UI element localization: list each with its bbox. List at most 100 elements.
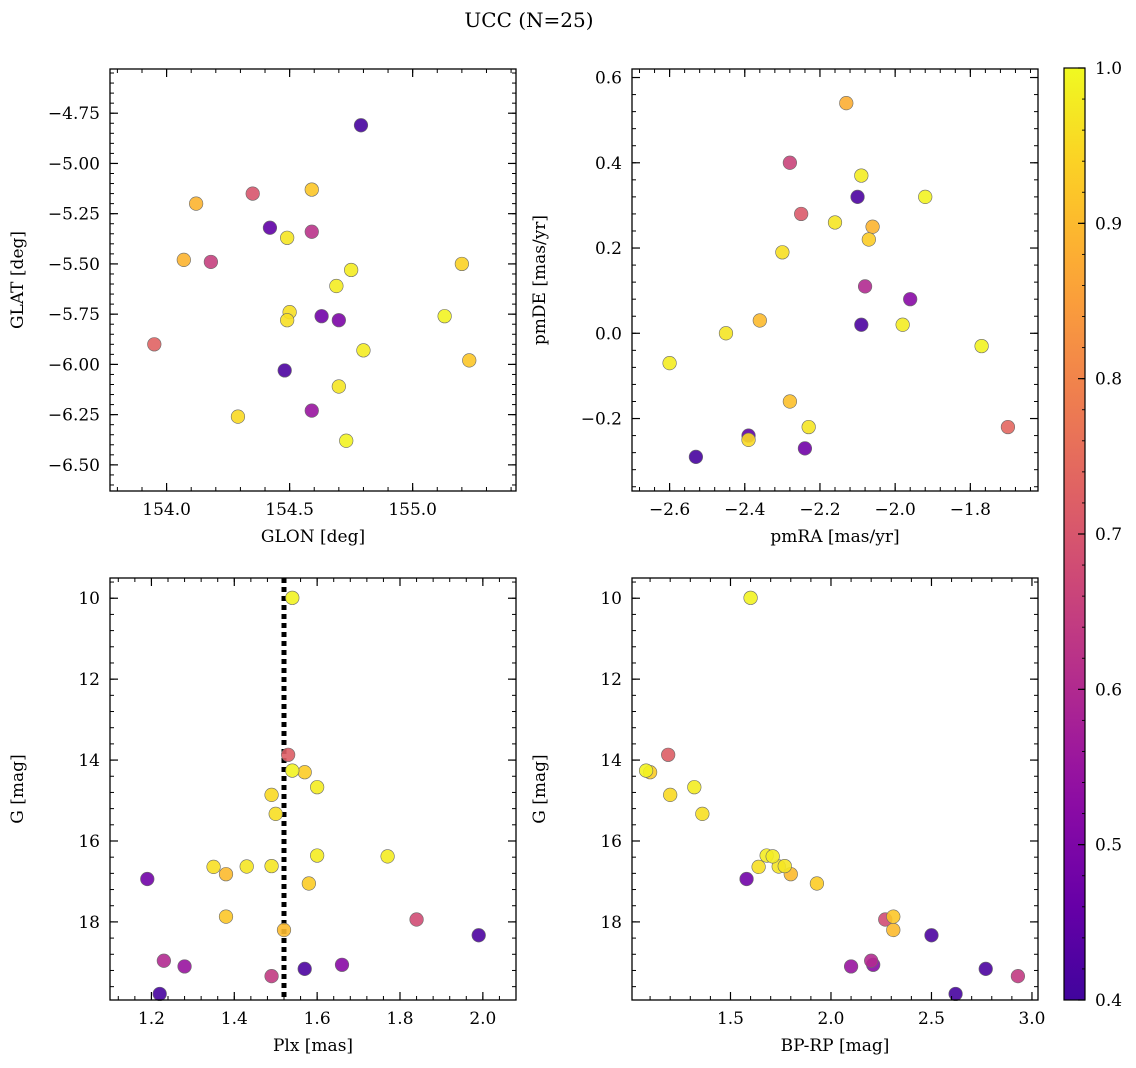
x-tick-label: 3.0 xyxy=(1018,1009,1045,1029)
data-point xyxy=(974,338,989,354)
y-tick-label: −5.25 xyxy=(48,205,100,225)
y-tick-label: 12 xyxy=(600,670,622,690)
y-tick-label: 18 xyxy=(78,913,100,933)
y-tick-label: −5.75 xyxy=(48,305,100,325)
colorbar-tick-label: 0.8 xyxy=(1095,370,1122,390)
data-point xyxy=(276,922,292,938)
data-point xyxy=(285,590,300,605)
y-tick-label: 16 xyxy=(78,832,100,852)
data-point xyxy=(339,433,354,448)
colorbar-tick-label: 0.4 xyxy=(1095,991,1122,1011)
data-point xyxy=(843,959,859,974)
x-axis-label: Plx [mas] xyxy=(273,1036,353,1056)
data-point xyxy=(695,806,710,821)
x-axis-label: pmRA [mas/yr] xyxy=(770,527,899,547)
x-tick-label: −2.6 xyxy=(649,500,690,520)
x-tick-label: 1.5 xyxy=(717,1009,744,1029)
data-point xyxy=(356,343,371,358)
data-point xyxy=(344,262,359,278)
y-tick-label: 16 xyxy=(600,832,622,852)
data-point xyxy=(886,909,901,924)
x-tick-label: 2.0 xyxy=(817,1009,844,1029)
y-axis-label: G [mag] xyxy=(530,754,550,823)
data-point xyxy=(839,96,854,111)
data-point xyxy=(854,168,869,183)
data-point xyxy=(218,909,234,924)
data-point xyxy=(140,871,155,887)
y-tick-label: 0.6 xyxy=(595,69,622,89)
colorbar-tick-label: 0.6 xyxy=(1095,680,1122,700)
data-point xyxy=(739,871,754,887)
data-point xyxy=(903,292,918,307)
data-point xyxy=(797,441,813,456)
data-point xyxy=(864,953,879,968)
data-point xyxy=(948,986,963,1002)
x-axis-label: GLON [deg] xyxy=(261,527,365,547)
x-tick-label: −2.0 xyxy=(875,500,916,520)
y-tick-label: 14 xyxy=(78,751,100,771)
x-tick-label: 1.4 xyxy=(221,1009,248,1029)
x-tick-label: 154.0 xyxy=(142,500,191,520)
y-tick-label: 14 xyxy=(600,751,622,771)
axes-frame xyxy=(631,577,1039,1001)
data-point xyxy=(176,252,191,268)
data-point xyxy=(277,363,292,378)
x-tick-label: 154.5 xyxy=(265,500,314,520)
axes-frame xyxy=(109,577,517,1001)
axes-frame xyxy=(109,68,517,492)
data-point xyxy=(895,317,910,332)
data-point xyxy=(329,278,344,294)
data-point xyxy=(203,254,218,270)
colorbar-tick-label: 1.0 xyxy=(1095,59,1122,79)
y-tick-label: 12 xyxy=(78,670,100,690)
y-tick-label: 0.0 xyxy=(595,324,622,344)
data-point xyxy=(718,326,734,341)
data-point xyxy=(661,747,676,762)
x-tick-label: 155.0 xyxy=(388,500,437,520)
data-point xyxy=(918,189,933,204)
data-point xyxy=(301,876,316,891)
data-point xyxy=(1000,419,1016,435)
data-point xyxy=(663,787,678,802)
panel-1: 154.0 154.5 155.0 −6.50 −6.25 −6.00 −5.75 −5.50… xyxy=(8,68,517,547)
y-tick-label: −4.75 xyxy=(48,104,100,124)
data-point xyxy=(857,279,873,294)
data-point xyxy=(662,356,677,371)
data-point xyxy=(331,379,346,394)
data-point xyxy=(281,747,296,762)
data-point xyxy=(304,182,319,197)
y-axis-label: G [mag] xyxy=(8,754,28,823)
data-point xyxy=(1010,969,1026,984)
data-point xyxy=(268,806,283,821)
data-point xyxy=(809,876,825,891)
colorbar-tick-label: 0.9 xyxy=(1095,214,1122,234)
y-tick-label: 0.2 xyxy=(595,239,622,259)
figure-title: UCC (N=25) xyxy=(464,8,593,32)
x-tick-label: 1.6 xyxy=(304,1009,331,1029)
y-tick-label: 10 xyxy=(78,589,100,609)
data-point xyxy=(239,859,254,874)
y-tick-label: 10 xyxy=(600,589,622,609)
data-point xyxy=(177,959,192,974)
data-point xyxy=(462,353,477,368)
data-point xyxy=(147,337,162,352)
data-point xyxy=(280,313,295,328)
data-point xyxy=(765,849,780,864)
data-point xyxy=(752,313,767,328)
data-point xyxy=(471,928,486,943)
data-point xyxy=(310,780,325,795)
data-point xyxy=(310,848,325,863)
data-point xyxy=(801,419,816,435)
panel-3: 1.2 1.4 1.6 1.8 2.0 10 12 14 16 18 Plx [mas] G [mag… xyxy=(8,577,517,1056)
data-point xyxy=(297,765,312,780)
x-axis-label: BP-RP [mag] xyxy=(781,1036,890,1056)
data-point xyxy=(334,957,350,972)
data-point xyxy=(861,232,876,247)
data-point xyxy=(850,189,865,204)
y-tick-label: 0.4 xyxy=(595,154,622,174)
data-point xyxy=(794,206,809,222)
data-point xyxy=(280,230,295,245)
data-point xyxy=(218,867,234,882)
y-axis-label: pmDE [mas/yr] xyxy=(530,215,550,345)
data-point xyxy=(775,245,790,260)
